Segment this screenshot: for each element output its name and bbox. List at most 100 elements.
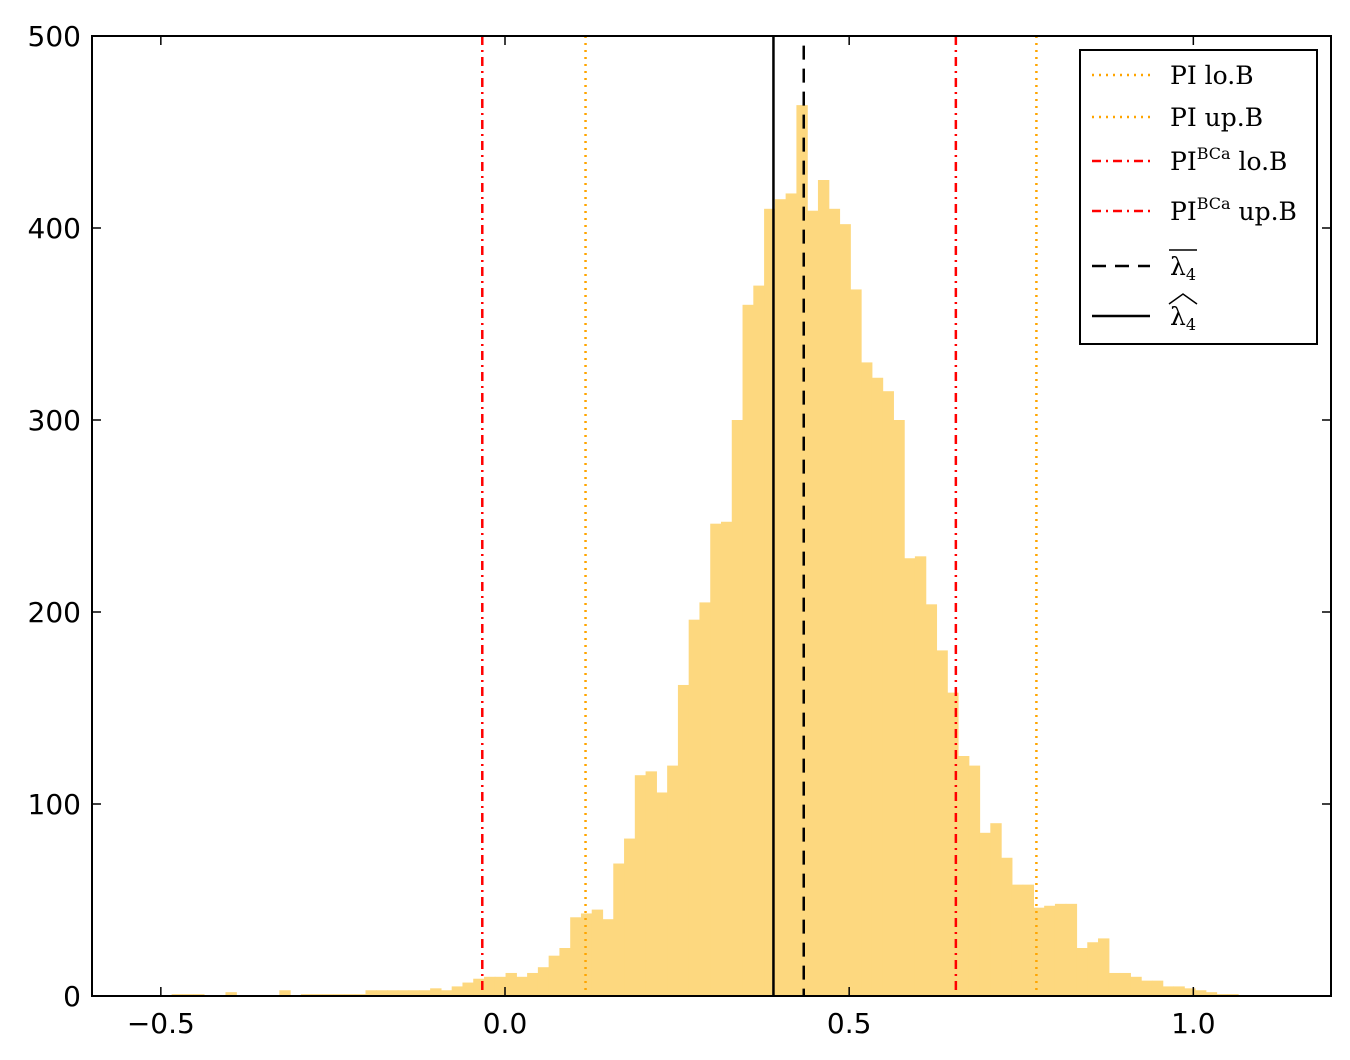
histogram-bar	[947, 692, 959, 996]
legend-label-tail: up.B	[1231, 197, 1297, 226]
histogram-bar	[645, 771, 657, 996]
histogram-bar	[871, 377, 884, 996]
x-tick-label: 0.0	[483, 1007, 528, 1040]
y-tick-label: 0	[63, 980, 81, 1013]
histogram-bar	[990, 823, 1002, 996]
histogram-bar	[753, 285, 765, 997]
legend-label: PI up.B	[1170, 103, 1263, 132]
legend-label: PI lo.B	[1170, 61, 1254, 90]
histogram-bar	[602, 919, 614, 996]
histogram-bar	[548, 955, 561, 996]
histogram-bar	[1087, 942, 1099, 996]
histogram-bar	[893, 420, 905, 996]
legend-box	[1079, 49, 1318, 345]
histogram-bar	[850, 289, 862, 996]
histogram-bar	[559, 948, 571, 996]
histogram-bar	[1098, 938, 1110, 996]
legend-label-sub: 4	[1186, 315, 1196, 334]
x-tick-label: −0.5	[127, 1007, 195, 1040]
legend-label: PIBCa up.B	[1170, 194, 1297, 226]
histogram-bar	[785, 193, 797, 996]
histogram-bar	[957, 756, 970, 996]
histogram-bar	[1065, 903, 1078, 996]
x-tick-label: 0.5	[827, 1007, 872, 1040]
histogram-bar	[710, 523, 722, 996]
histogram-bar	[925, 604, 938, 996]
histogram-bar	[817, 180, 830, 996]
histogram-bar	[1001, 857, 1013, 996]
histogram-bar	[828, 208, 841, 997]
histogram-bar	[731, 420, 744, 996]
histogram-bar	[656, 792, 668, 996]
histogram-bar	[774, 199, 787, 996]
histogram-bar	[1022, 884, 1034, 996]
legend-label-sup: BCa	[1197, 194, 1231, 213]
histogram-bar	[839, 224, 851, 996]
histogram-bar	[473, 978, 485, 996]
histogram-bar	[861, 362, 873, 996]
histogram-bar	[914, 556, 927, 996]
histogram-bar	[387, 990, 399, 996]
histogram-bar	[527, 972, 539, 996]
histogram-bar	[516, 976, 528, 996]
histogram-bar	[1162, 986, 1175, 996]
histogram-bar	[904, 558, 916, 996]
histogram-bar	[796, 105, 808, 997]
histogram-bar	[624, 838, 636, 996]
histogram-bar	[688, 619, 701, 996]
histogram-bar	[1011, 884, 1024, 996]
histogram-bar	[979, 832, 991, 996]
histogram-bar	[419, 990, 431, 996]
histogram-bar	[1205, 992, 1218, 996]
histogram-bar	[279, 990, 291, 996]
reference-lines	[481, 36, 1038, 996]
histogram-bar	[1119, 972, 1131, 996]
y-tick-label: 500	[28, 20, 81, 53]
histogram-bar	[451, 986, 464, 996]
legend-label-tail: lo.B	[1231, 147, 1288, 176]
histogram-bar	[1054, 903, 1067, 996]
histogram-bar	[376, 990, 388, 996]
histogram-bar	[764, 208, 776, 997]
histogram-bar	[365, 990, 377, 996]
y-tick-label: 400	[28, 212, 81, 245]
y-tick-label: 100	[28, 788, 81, 821]
histogram-bar	[1173, 986, 1185, 996]
histogram-bar	[1151, 980, 1164, 996]
histogram-bar	[440, 990, 453, 996]
histogram-bars	[171, 105, 1239, 997]
histogram-bar	[968, 765, 981, 996]
histogram-bar	[1141, 980, 1153, 996]
histogram-bar	[537, 967, 550, 996]
histogram-bar	[721, 521, 733, 996]
histogram-bar	[570, 917, 582, 996]
histogram-bar	[613, 863, 625, 996]
histogram-bar	[1033, 907, 1045, 996]
histogram-bar	[505, 972, 517, 996]
histogram-bar	[462, 982, 474, 996]
plot-frame	[91, 35, 1332, 997]
legend-label-sub: 4	[1186, 265, 1196, 284]
histogram-bar	[807, 210, 819, 997]
histogram-bar	[484, 976, 496, 996]
histogram-bar	[677, 684, 690, 996]
histogram-bar	[1108, 972, 1121, 996]
histogram-bar	[494, 976, 507, 996]
histogram-bar	[225, 992, 237, 996]
histogram-bar	[1076, 948, 1088, 996]
legend-label: PIBCa lo.B	[1170, 144, 1287, 176]
histogram-bar	[936, 650, 948, 996]
histogram-bar	[1194, 990, 1207, 996]
x-tick-label: 1.0	[1171, 1007, 1216, 1040]
histogram-bar	[1044, 905, 1056, 996]
histogram-bar	[397, 990, 410, 996]
histogram-bar	[591, 909, 604, 996]
histogram-bar	[742, 304, 754, 996]
histogram-bar	[634, 775, 647, 996]
histogram-bar	[1184, 988, 1196, 996]
hat-accent	[1168, 293, 1198, 305]
histogram-bar	[882, 391, 894, 996]
histogram-bar	[667, 765, 679, 996]
histogram-bar	[699, 602, 711, 996]
